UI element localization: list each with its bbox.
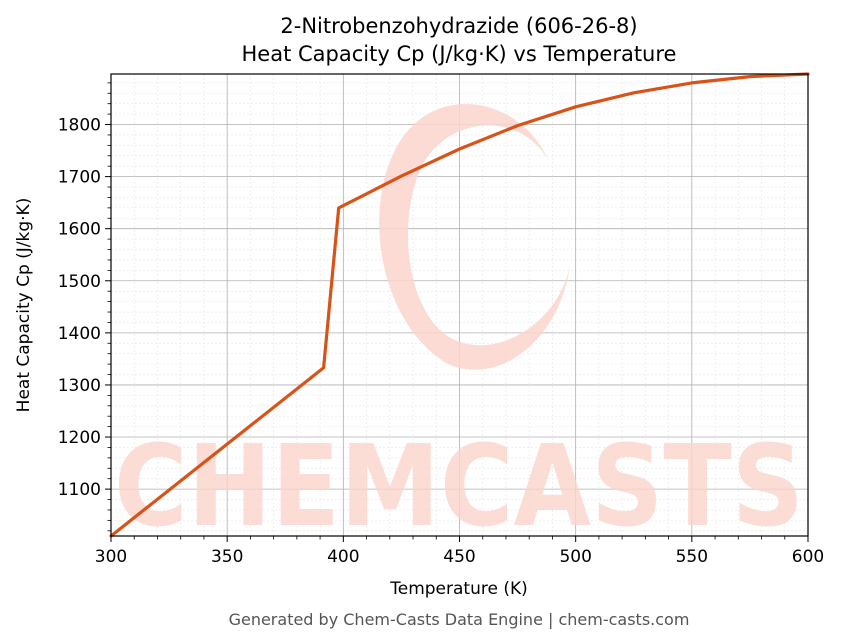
y-tick-label: 1700 <box>58 168 101 188</box>
x-tick-label: 450 <box>443 547 475 567</box>
x-axis-label: Temperature (K) <box>389 579 528 599</box>
x-tick-label: 550 <box>676 547 708 567</box>
y-tick-label: 1500 <box>58 272 101 292</box>
y-tick-label: 1100 <box>58 480 101 500</box>
x-axis: 300 350 400 450 500 550 600 <box>95 536 824 567</box>
y-axis-label: Heat Capacity Cp (J/kg·K) <box>14 198 34 413</box>
watermark-text: CHEMCASTS <box>114 422 804 552</box>
y-tick-label: 1200 <box>58 428 101 448</box>
y-tick-label: 1300 <box>58 376 101 396</box>
plot-area: CHEMCASTS <box>109 72 810 552</box>
y-tick-label: 1400 <box>58 324 101 344</box>
series-line <box>109 72 810 538</box>
x-tick-label: 300 <box>95 547 127 567</box>
series-layer <box>109 72 810 538</box>
chart-subtitle: Heat Capacity Cp (J/kg·K) vs Temperature <box>242 42 677 66</box>
x-tick-label: 500 <box>559 547 591 567</box>
y-tick-label: 1800 <box>58 116 101 136</box>
footer-credit: Generated by Chem-Casts Data Engine | ch… <box>229 610 690 629</box>
y-tick-label: 1600 <box>58 220 101 240</box>
x-tick-label: 400 <box>327 547 359 567</box>
x-tick-label: 350 <box>211 547 243 567</box>
y-axis: 1100 1200 1300 1400 1500 1600 1700 1800 <box>58 82 111 532</box>
x-tick-label: 600 <box>792 547 824 567</box>
chart-title: 2-Nitrobenzohydrazide (606-26-8) <box>280 14 637 38</box>
